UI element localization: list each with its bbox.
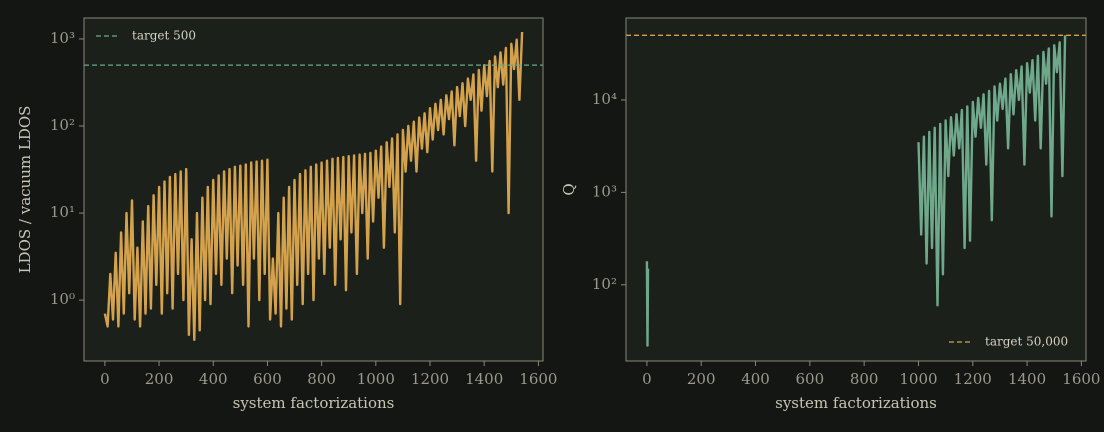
y-tick-label: 10¹ [50, 203, 75, 221]
x-tick-label: 1200 [954, 370, 992, 388]
y-tick-label: 10³ [592, 182, 617, 200]
y-tick-label: 10⁰ [50, 290, 75, 308]
x-tick-label: 1200 [411, 370, 449, 388]
y-tick-label: 10² [50, 116, 75, 134]
x-tick-label: 1000 [357, 370, 395, 388]
axes-frame [83, 17, 544, 362]
x-tick-label: 1400 [1008, 370, 1046, 388]
y-axis-label: LDOS / vacuum LDOS [16, 106, 34, 274]
x-tick-label: 1600 [519, 370, 557, 388]
y-tick-label: 10⁴ [592, 90, 617, 108]
x-tick-label: 800 [307, 370, 336, 388]
x-tick-label: 1000 [899, 370, 937, 388]
legend-label: target 500 [132, 29, 196, 43]
y-tick-label: 10² [592, 275, 617, 293]
y-axis-label: Q [560, 183, 578, 195]
x-tick-label: 600 [253, 370, 282, 388]
x-tick-label: 600 [796, 370, 825, 388]
x-tick-label: 400 [199, 370, 228, 388]
x-tick-label: 200 [145, 370, 174, 388]
axes-frame [625, 17, 1087, 362]
x-tick-label: 400 [741, 370, 770, 388]
x-tick-label: 0 [642, 370, 652, 388]
plot-area [84, 18, 543, 361]
data-line [103, 31, 524, 341]
x-axis-label: system factorizations [233, 394, 395, 412]
legend-label: target 50,000 [985, 335, 1068, 349]
x-axis-label: system factorizations [775, 394, 937, 412]
x-tick-label: 1400 [465, 370, 503, 388]
plot-area [626, 18, 1086, 361]
data-line [645, 35, 1067, 347]
x-tick-label: 0 [100, 370, 110, 388]
y-tick-label: 10³ [50, 29, 75, 47]
x-tick-label: 1600 [1062, 370, 1100, 388]
x-tick-label: 200 [687, 370, 716, 388]
x-tick-label: 800 [850, 370, 879, 388]
